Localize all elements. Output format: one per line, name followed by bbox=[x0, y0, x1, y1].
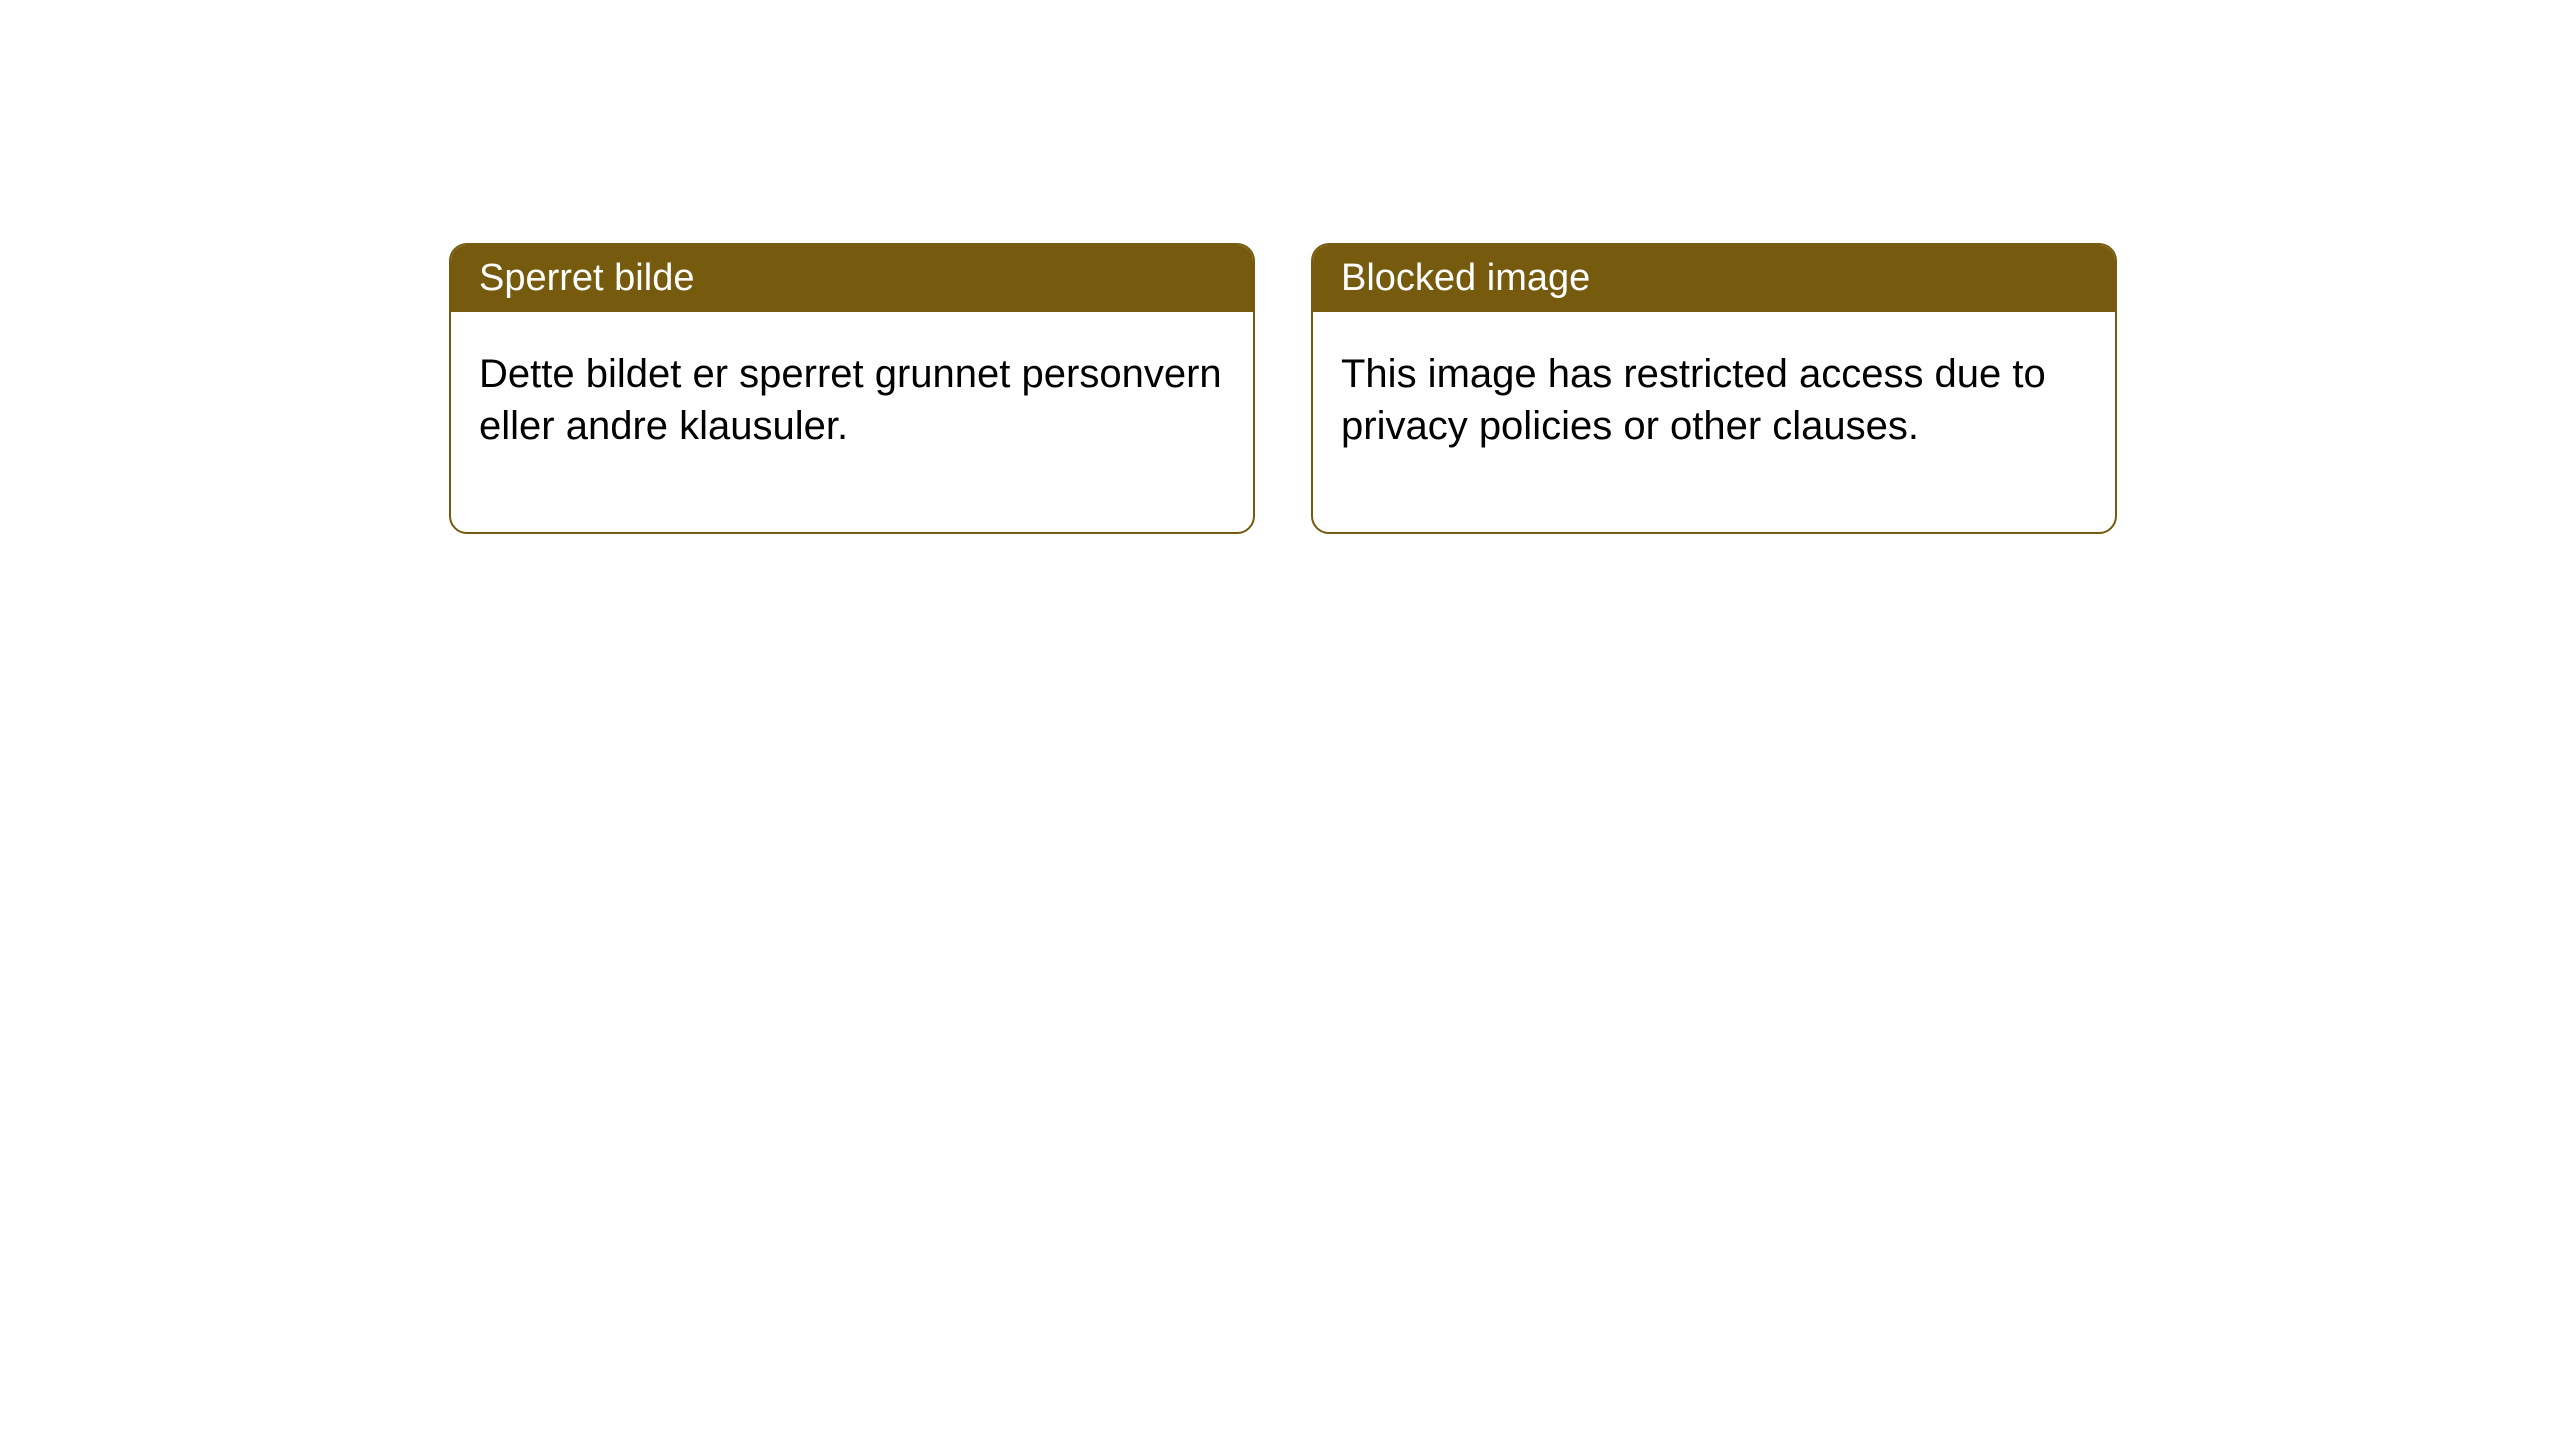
notice-body: This image has restricted access due to … bbox=[1313, 312, 2115, 532]
notice-container: Sperret bilde Dette bildet er sperret gr… bbox=[0, 0, 2560, 534]
notice-header: Sperret bilde bbox=[451, 245, 1253, 312]
notice-header: Blocked image bbox=[1313, 245, 2115, 312]
notice-body: Dette bildet er sperret grunnet personve… bbox=[451, 312, 1253, 532]
notice-card-english: Blocked image This image has restricted … bbox=[1311, 243, 2117, 534]
notice-card-norwegian: Sperret bilde Dette bildet er sperret gr… bbox=[449, 243, 1255, 534]
notice-title: Sperret bilde bbox=[479, 257, 694, 299]
notice-body-text: This image has restricted access due to … bbox=[1341, 352, 2046, 448]
notice-title: Blocked image bbox=[1341, 257, 1590, 299]
notice-body-text: Dette bildet er sperret grunnet personve… bbox=[479, 352, 1222, 448]
